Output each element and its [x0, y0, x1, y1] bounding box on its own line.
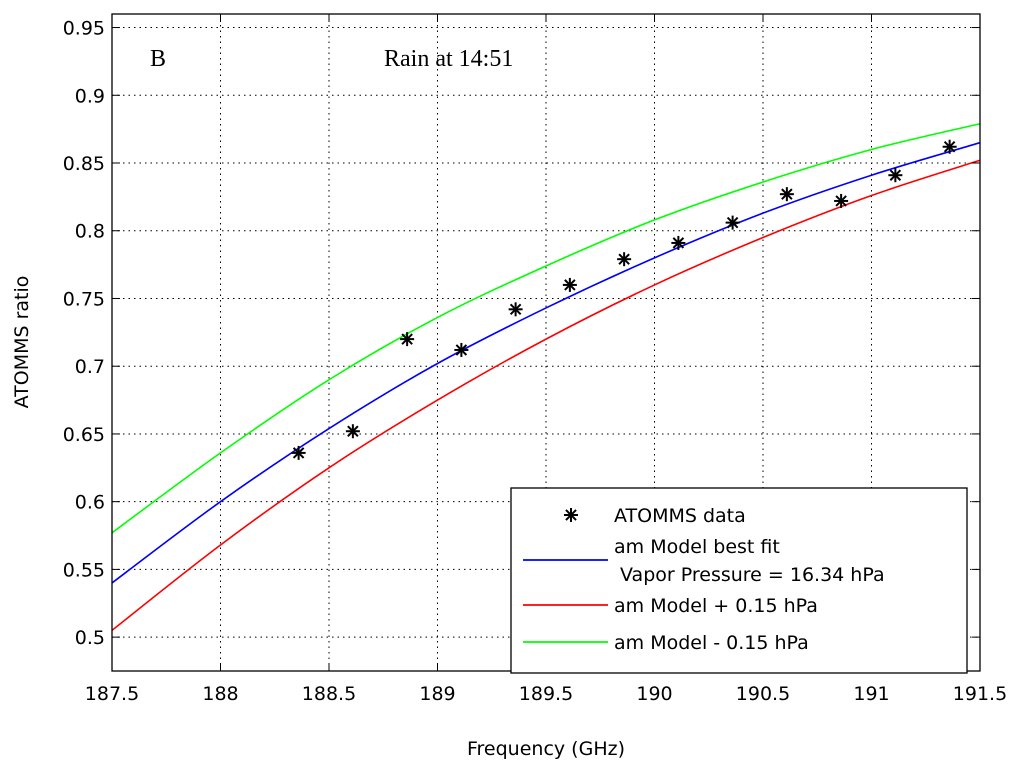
data-point [508, 302, 523, 317]
ticks: 187.5 188 188.5 189 189.5 190 190.5 191 191.5 0.5… [63, 14, 1007, 705]
x-tick-label: 189.5 [519, 683, 573, 705]
y-tick-label: 0.7 [75, 356, 105, 378]
data-point [725, 215, 740, 230]
y-tick-label: 0.5 [75, 627, 105, 649]
y-tick-label: 0.6 [75, 492, 105, 514]
y-tick-label: 0.8 [75, 221, 105, 243]
data-point [562, 277, 577, 292]
y-tick-label: 0.85 [63, 153, 105, 175]
y-tick-label: 0.65 [63, 424, 105, 446]
series-line [111, 159, 981, 631]
data-point [671, 235, 686, 250]
x-tick-label: 187.5 [85, 683, 139, 705]
x-tick-label: 190 [636, 683, 672, 705]
data-point [779, 187, 794, 202]
x-tick-label: 191.5 [953, 683, 1007, 705]
series-line [111, 122, 981, 534]
data-point [888, 168, 903, 183]
data-point [942, 139, 957, 154]
y-tick-label: 0.9 [75, 85, 105, 107]
y-tick-label: 0.95 [63, 18, 105, 40]
data-point [400, 332, 415, 347]
x-tick-label: 189 [419, 683, 455, 705]
legend: ATOMMS data am Model best fit Vapor Press… [510, 487, 968, 674]
series-line [111, 141, 981, 584]
x-tick-label: 188 [202, 683, 238, 705]
legend-label: am Model - 0.15 hPa [614, 632, 809, 654]
data-point [454, 342, 469, 357]
legend-label: am Model + 0.15 hPa [614, 595, 818, 617]
series-layer [111, 122, 981, 631]
data-point [291, 445, 306, 460]
y-tick-label: 0.55 [63, 559, 105, 581]
annotations: B Rain at 14:51 [150, 46, 513, 72]
y-tick-label: 0.75 [63, 288, 105, 310]
legend-label: ATOMMS data [614, 505, 746, 527]
legend-label: am Model best fit [614, 536, 780, 558]
x-tick-label: 190.5 [736, 683, 790, 705]
legend-label: Vapor Pressure = 16.34 hPa [614, 564, 885, 586]
y-axis-label: ATOMMS ratio [11, 276, 33, 409]
panel-label: B [150, 46, 166, 72]
legend-marker [564, 508, 578, 522]
x-axis-label: Frequency (GHz) [467, 738, 625, 760]
data-point [345, 424, 360, 439]
data-point [834, 193, 849, 208]
x-tick-label: 191 [853, 683, 889, 705]
x-tick-label: 188.5 [302, 683, 356, 705]
annotation-text: Rain at 14:51 [384, 46, 513, 72]
data-point [617, 252, 632, 267]
